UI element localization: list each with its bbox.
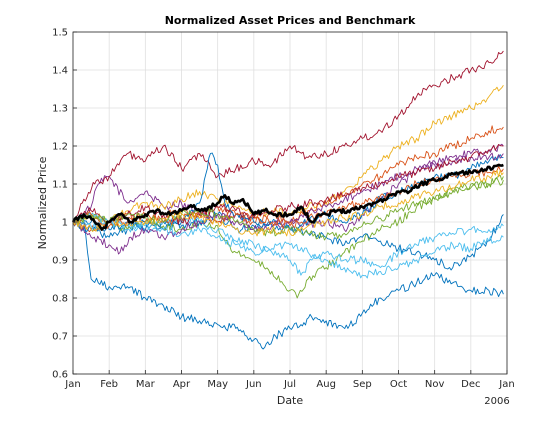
y-tick-label: 1 xyxy=(62,218,68,229)
y-tick-label: 1.1 xyxy=(52,180,68,191)
year-label: 2006 xyxy=(484,396,509,407)
y-tick-label: 1.5 xyxy=(52,28,68,39)
series-line xyxy=(72,50,504,223)
series-line xyxy=(72,221,504,350)
series-line xyxy=(72,174,504,241)
x-axis: Jan Feb Mar Apr May Jun Jul Aug Sep Oct Nov Dec Jan xyxy=(64,370,515,390)
series-line xyxy=(72,152,504,255)
x-tick-label: Oct xyxy=(390,379,407,390)
y-tick-label: 0.7 xyxy=(52,332,68,343)
series-line xyxy=(72,143,504,234)
x-tick-label: Jun xyxy=(245,379,262,390)
x-tick-label: Mar xyxy=(136,379,156,390)
series-line xyxy=(72,84,504,223)
x-tick-label: Feb xyxy=(100,379,118,390)
y-tick-label: 0.9 xyxy=(52,256,68,267)
benchmark-layer xyxy=(71,163,504,231)
x-tick-label: Jul xyxy=(283,379,296,390)
series-layer xyxy=(72,50,504,350)
y-axis-label: Normalized Price xyxy=(36,156,49,249)
y-tick-label: 0.6 xyxy=(52,370,68,381)
y-tick-label: 0.8 xyxy=(52,294,68,305)
series-line xyxy=(72,169,504,237)
x-tick-label: Dec xyxy=(461,379,480,390)
x-tick-label: Apr xyxy=(173,379,191,390)
benchmark-line xyxy=(71,163,504,231)
x-axis-label: Date xyxy=(277,394,304,407)
y-tick-label: 1.2 xyxy=(52,142,68,153)
y-tick-label: 1.4 xyxy=(52,66,68,77)
series-line xyxy=(72,220,504,279)
y-axis: 0.6 0.7 0.8 0.9 1 1.1 1.2 1.3 1.4 1.5 xyxy=(52,28,77,381)
x-tick-label: May xyxy=(207,379,228,390)
chart-title: Normalized Asset Prices and Benchmark xyxy=(165,14,416,27)
x-tick-label: Jan xyxy=(64,379,80,390)
x-tick-label: Nov xyxy=(425,379,445,390)
x-tick-label: Jan xyxy=(498,379,514,390)
x-tick-label: Sep xyxy=(353,379,372,390)
x-tick-label: Aug xyxy=(316,379,336,390)
series-line xyxy=(72,144,504,225)
y-tick-label: 1.3 xyxy=(52,104,68,115)
